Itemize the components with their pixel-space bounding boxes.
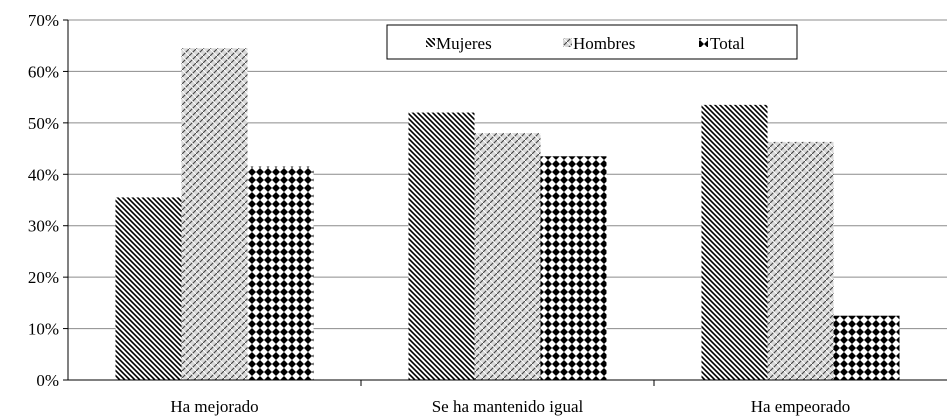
category-label: Ha empeorado (751, 397, 851, 416)
legend-swatch-hombres (563, 38, 572, 47)
bar-mujeres-1 (115, 197, 182, 380)
y-tick-label: 60% (28, 62, 59, 81)
y-tick-label: 50% (28, 114, 59, 133)
y-tick-label: 40% (28, 165, 59, 184)
legend-label-mujeres: Mujeres (436, 34, 492, 53)
category-labels: Ha mejorado Se ha mantenido igual Ha empeo… (170, 380, 850, 416)
y-tick-label: 10% (28, 320, 59, 339)
category-label: Se ha mantenido igual (432, 397, 584, 416)
bar-hombres-1 (181, 48, 248, 381)
legend-swatch-mujeres (426, 38, 435, 47)
y-tick-label: 30% (28, 217, 59, 236)
legend-label-hombres: Hombres (573, 34, 635, 53)
bar-hombres-3 (767, 141, 834, 380)
legend-label-total: Total (710, 34, 745, 53)
legend: Mujeres Hombres Total (386, 24, 798, 60)
bar-hombres-2 (474, 133, 541, 380)
y-tick-label: 0% (36, 371, 59, 390)
tick-labels: 0% 10% 20% 30% 40% 50% 60% 70% (28, 11, 68, 390)
bar-mujeres-3 (701, 104, 768, 380)
bar-total-2 (540, 156, 607, 380)
bar-total-1 (247, 166, 314, 380)
y-tick-label: 20% (28, 268, 59, 287)
y-tick-label: 70% (28, 11, 59, 30)
legend-swatch-total (699, 38, 708, 47)
category-label: Ha mejorado (170, 397, 258, 416)
bar-mujeres-2 (408, 112, 475, 381)
bar-total-3 (833, 315, 900, 380)
bars (115, 48, 900, 381)
legend-box (386, 24, 798, 60)
axes (67, 20, 947, 381)
